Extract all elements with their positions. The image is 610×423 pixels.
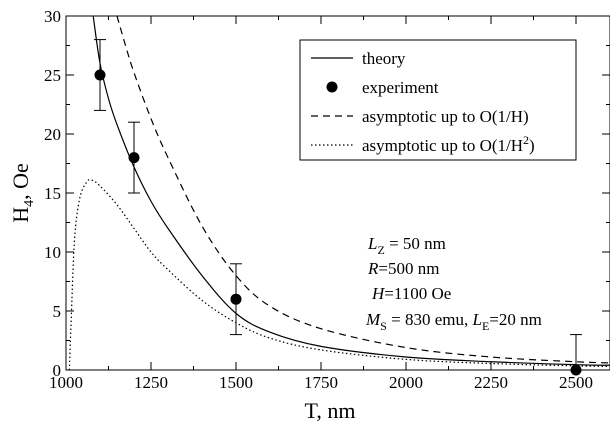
- annotation-value: =500 nm: [378, 259, 439, 278]
- annotation-line: R=500 nm: [367, 259, 439, 278]
- experiment-marker: [94, 69, 106, 81]
- x-tick-label: 1750: [304, 373, 338, 392]
- y-axis-label-main: H: [8, 207, 33, 223]
- annotation-value: = 830 emu,: [387, 310, 473, 329]
- legend-label-main: asymptotic up to O(1/H: [362, 136, 523, 155]
- annotation-line: LZ = 50 nm: [367, 234, 446, 257]
- annotation-subscript: S: [380, 319, 387, 333]
- annotation-symbol-2: L: [471, 310, 481, 329]
- y-tick-label: 25: [44, 66, 61, 85]
- experiment-point: [94, 39, 106, 111]
- x-tick-label: 2500: [559, 373, 593, 392]
- annotation-symbol: M: [365, 310, 381, 329]
- legend-item: theory: [311, 49, 406, 68]
- annotation-line: MS = 830 emu, LE=20 nm: [365, 310, 542, 333]
- x-tick-label: 2000: [389, 373, 423, 392]
- legend-label-main: theory: [362, 49, 406, 68]
- y-tick-label: 20: [44, 125, 61, 144]
- legend-label-main: asymptotic up to O(1/H): [362, 107, 529, 126]
- y-axis-label-sub: 4: [22, 200, 37, 207]
- series-line-dashed: [116, 16, 610, 364]
- y-axis-label-tail: , Oe: [8, 163, 33, 200]
- experiment-point: [230, 263, 242, 336]
- legend-label: asymptotic up to O(1/H2): [362, 133, 535, 155]
- annotation-subscript: Z: [377, 243, 384, 257]
- legend-label-sup: 2: [523, 133, 529, 147]
- legend-item: asymptotic up to O(1/H): [311, 107, 529, 126]
- x-tick-label: 1000: [49, 373, 83, 392]
- x-tick-label: 1250: [134, 373, 168, 392]
- series-line-dotted: [68, 179, 610, 370]
- annotation-subscript-2: E: [482, 319, 489, 333]
- x-tick-label: 1500: [219, 373, 253, 392]
- experiment-point: [570, 334, 582, 376]
- y-tick-label: 10: [44, 243, 61, 262]
- legend-label: asymptotic up to O(1/H): [362, 107, 529, 126]
- series-line-solid: [92, 16, 610, 366]
- annotation-symbol: R: [367, 259, 379, 278]
- annotation-symbol: H: [371, 284, 386, 303]
- legend-item: experiment: [326, 78, 439, 97]
- y-axis-label: H4, Oe: [8, 163, 37, 223]
- y-tick-label: 30: [44, 7, 61, 26]
- legend-label-tail: ): [529, 136, 535, 155]
- x-axis-label: T, nm: [305, 398, 356, 423]
- experiment-marker: [128, 152, 140, 164]
- experiment-marker: [230, 293, 242, 305]
- annotation-line: H=1100 Oe: [371, 284, 451, 303]
- annotation-value-2: =20 nm: [489, 310, 542, 329]
- annotation-value: =1100 Oe: [384, 284, 451, 303]
- legend-box: [299, 39, 577, 161]
- experiment-points: [94, 39, 582, 376]
- legend-label: theory: [362, 49, 406, 68]
- x-tick-label: 2250: [474, 373, 508, 392]
- annotation-symbol: L: [367, 234, 377, 253]
- experiment-point: [128, 121, 140, 194]
- legend-label-main: experiment: [362, 78, 439, 97]
- legend-label: experiment: [362, 78, 439, 97]
- plot-frame: [65, 15, 610, 371]
- annotation-value: = 50 nm: [385, 234, 446, 253]
- y-tick-label: 5: [53, 302, 62, 321]
- series-group: [68, 16, 610, 370]
- legend-item: asymptotic up to O(1/H2): [311, 133, 535, 155]
- legend-marker: [326, 81, 338, 93]
- y-tick-label: 15: [44, 184, 61, 203]
- y-tick-label: 0: [53, 361, 62, 380]
